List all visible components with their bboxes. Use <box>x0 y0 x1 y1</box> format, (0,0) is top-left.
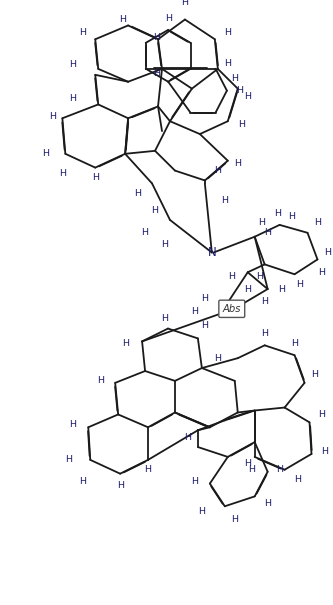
Text: H: H <box>314 218 321 227</box>
Text: H: H <box>221 195 228 204</box>
Text: H: H <box>181 0 188 7</box>
Text: H: H <box>97 376 104 385</box>
Text: H: H <box>191 477 198 486</box>
Text: H: H <box>236 86 243 95</box>
Text: H: H <box>256 272 263 281</box>
Text: H: H <box>224 59 231 68</box>
Text: H: H <box>49 112 56 121</box>
Text: H: H <box>142 228 149 237</box>
Text: H: H <box>184 433 191 442</box>
Text: H: H <box>42 149 49 159</box>
Text: H: H <box>153 33 160 42</box>
Text: H: H <box>198 507 205 515</box>
Text: H: H <box>152 206 159 215</box>
Text: H: H <box>231 74 238 83</box>
Text: H: H <box>261 298 268 306</box>
Text: H: H <box>201 321 208 330</box>
Text: H: H <box>224 28 231 37</box>
Text: H: H <box>258 218 265 227</box>
Text: H: H <box>162 314 168 323</box>
Text: H: H <box>321 448 328 456</box>
Text: H: H <box>69 94 76 103</box>
Text: H: H <box>69 60 76 70</box>
Text: H: H <box>119 15 126 24</box>
Text: H: H <box>165 14 171 23</box>
Text: H: H <box>79 28 86 37</box>
Text: H: H <box>324 248 331 257</box>
Text: H: H <box>248 465 255 474</box>
Text: H: H <box>261 329 268 338</box>
Text: H: H <box>162 240 168 249</box>
Text: H: H <box>153 69 160 78</box>
Text: H: H <box>69 420 76 429</box>
Text: H: H <box>274 209 281 218</box>
Text: Abs: Abs <box>222 304 241 314</box>
Text: H: H <box>288 212 295 221</box>
FancyBboxPatch shape <box>219 300 245 318</box>
Text: H: H <box>79 477 86 486</box>
Text: H: H <box>318 410 325 419</box>
Text: H: H <box>122 339 129 348</box>
Text: H: H <box>231 515 238 523</box>
Text: H: H <box>145 465 152 474</box>
Text: H: H <box>318 268 325 276</box>
Text: H: H <box>291 339 298 348</box>
Text: H: H <box>264 499 271 508</box>
Text: H: H <box>92 173 99 182</box>
Text: H: H <box>296 280 303 289</box>
Text: H: H <box>244 284 251 293</box>
Text: H: H <box>59 169 66 178</box>
Text: H: H <box>214 166 221 175</box>
Text: H: H <box>294 475 301 484</box>
Text: H: H <box>201 295 208 304</box>
Text: H: H <box>214 354 221 362</box>
Text: H: H <box>135 189 142 198</box>
Text: H: H <box>238 120 245 129</box>
Text: H: H <box>191 307 198 316</box>
Text: H: H <box>117 481 124 490</box>
Text: H: H <box>234 159 241 168</box>
Text: H: H <box>244 92 251 101</box>
Text: H: H <box>228 272 235 281</box>
Text: H: H <box>65 456 72 465</box>
Text: H: H <box>276 465 283 474</box>
Text: H: H <box>311 370 318 379</box>
Text: H: H <box>278 284 285 293</box>
Text: H: H <box>264 228 271 237</box>
Text: H: H <box>244 459 251 468</box>
Text: N: N <box>207 246 216 259</box>
